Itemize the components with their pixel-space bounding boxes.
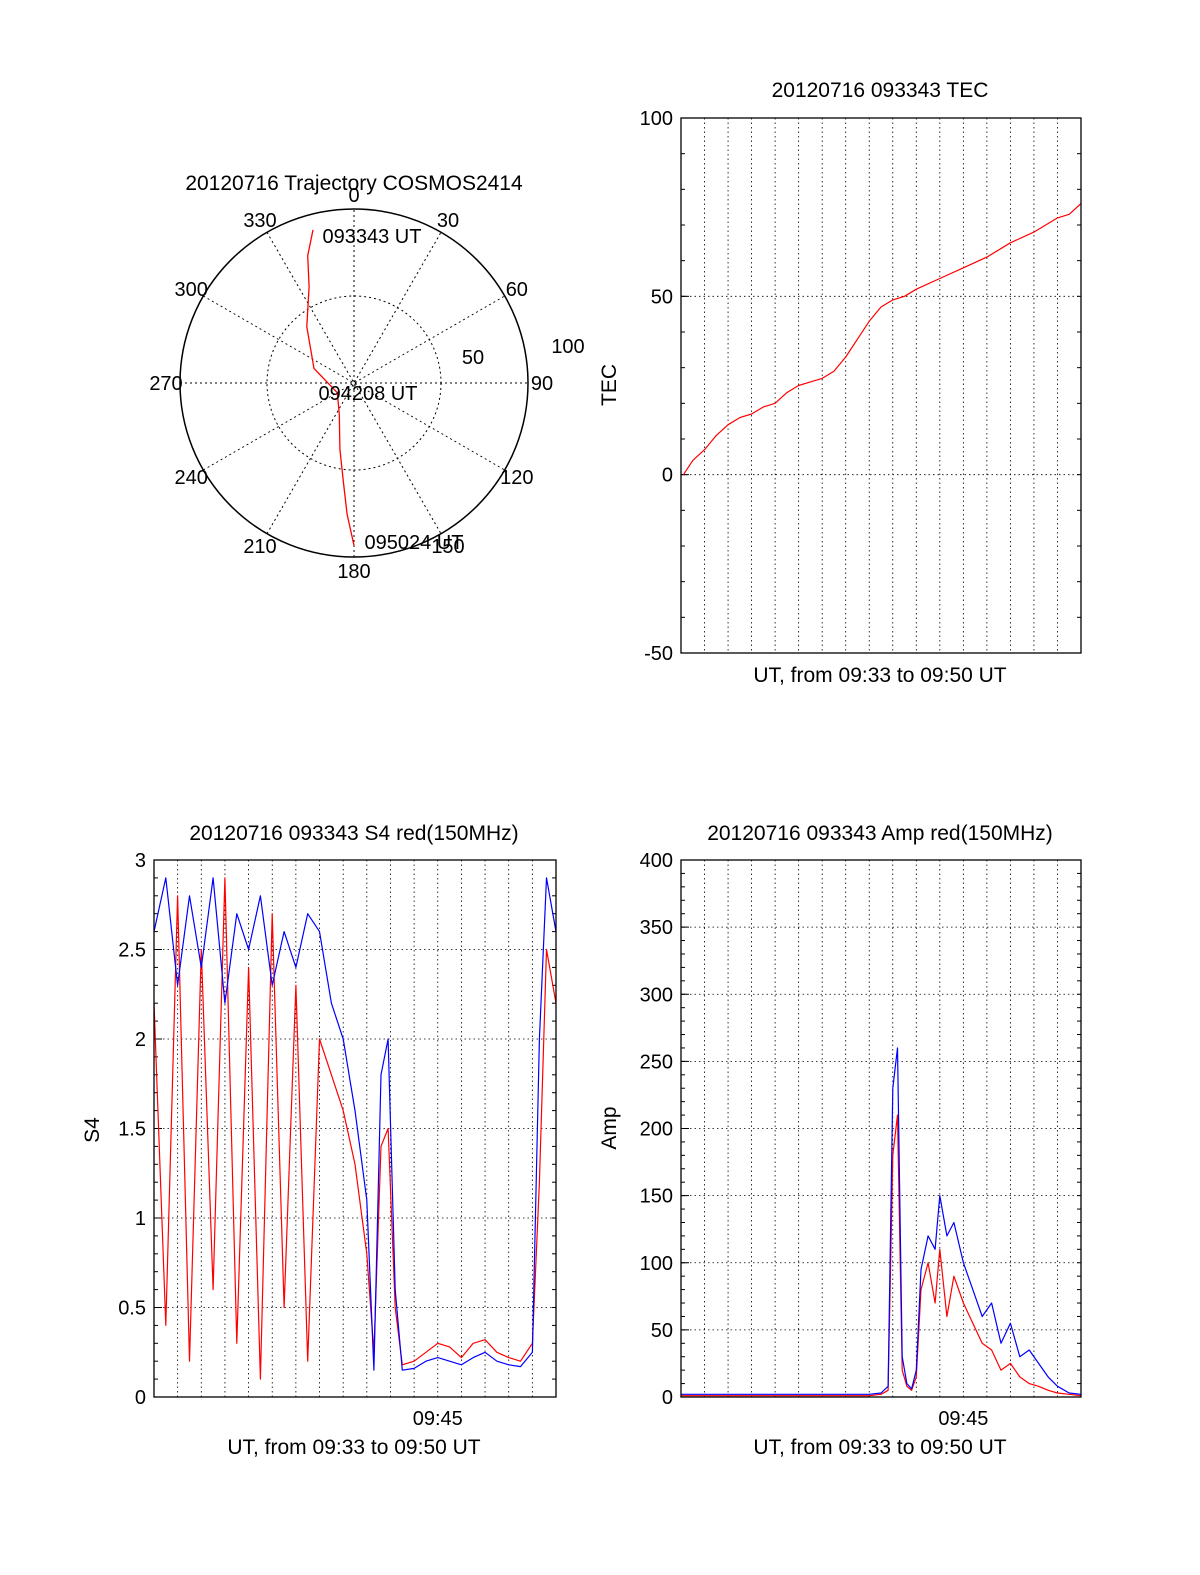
polar-spoke — [266, 232, 442, 534]
radial-label-100: 100 — [551, 336, 584, 358]
amp-ytick-label: 300 — [640, 984, 673, 1006]
amp-title: 20120716 093343 Amp red(150MHz) — [707, 822, 1053, 845]
amp-xtick-label: 09:45 — [938, 1408, 988, 1430]
azimuth-label-30: 30 — [437, 210, 459, 232]
s4-ytick-label: 1 — [135, 1208, 146, 1230]
amp-ytick-label: 150 — [640, 1186, 673, 1208]
s4-ytick-label: 3 — [135, 850, 146, 872]
s4-series-blue — [153, 877, 557, 1371]
tec-ytick-label: 0 — [662, 465, 673, 487]
polar-spoke — [203, 295, 505, 471]
s4-xtick-label: 09:45 — [413, 1408, 463, 1430]
amp-x-axis-label: UT, from 09:33 to 09:50 UT — [753, 1436, 1006, 1459]
s4-series-red — [153, 877, 557, 1380]
trajectory-start-time-label: 093343 UT — [323, 226, 422, 248]
azimuth-label-180: 180 — [337, 561, 370, 583]
tec-x-axis-label: UT, from 09:33 to 09:50 UT — [753, 664, 1006, 687]
azimuth-label-90: 90 — [531, 373, 553, 395]
radial-label-50: 50 — [462, 347, 484, 369]
amp-ytick-label: 100 — [640, 1253, 673, 1275]
azimuth-label-150: 150 — [431, 536, 464, 558]
polar-spoke — [266, 232, 442, 534]
polar-azimuth-labels: 0 30 60 90 120 150 180 210 240 270 300 330 50 100 — [149, 185, 584, 583]
tec-ytick-label: 50 — [651, 286, 673, 308]
s4-title: 20120716 093343 S4 red(150MHz) — [189, 822, 518, 845]
amp-frame — [680, 859, 1082, 1398]
tec-plot-area: -50 0 50 100 — [640, 108, 1082, 665]
azimuth-label-210: 210 — [243, 536, 276, 558]
tec-chart: 20120716 093343 TEC UT, from 09:33 to 09… — [598, 79, 1082, 687]
tec-ytick-label: 100 — [640, 108, 673, 130]
tec-frame — [680, 117, 1082, 654]
s4-y-axis-label: S4 — [81, 1117, 104, 1143]
amp-series-red — [681, 1114, 1082, 1397]
s4-chart: 20120716 093343 S4 red(150MHz) UT, from … — [81, 822, 557, 1459]
azimuth-label-60: 60 — [506, 279, 528, 301]
s4-ytick-label: 0.5 — [118, 1298, 146, 1320]
trajectory-mid-time-label: 094208 UT — [319, 383, 418, 405]
amp-ytick-label: 200 — [640, 1119, 673, 1141]
azimuth-label-270: 270 — [149, 373, 182, 395]
tec-ytick-label: -50 — [644, 643, 673, 665]
s4-x-axis-label: UT, from 09:33 to 09:50 UT — [227, 1436, 480, 1459]
amp-ytick-label: 350 — [640, 917, 673, 939]
amp-ytick-label: 400 — [640, 850, 673, 872]
amp-ytick-label: 50 — [651, 1320, 673, 1342]
tec-y-axis-label: TEC — [598, 364, 621, 406]
polar-track — [306, 229, 355, 546]
azimuth-label-120: 120 — [500, 467, 533, 489]
tec-title: 20120716 093343 TEC — [772, 79, 989, 102]
amp-ytick-label: 250 — [640, 1051, 673, 1073]
tec-series-0 — [682, 203, 1082, 476]
amp-chart: 20120716 093343 Amp red(150MHz) UT, from… — [598, 822, 1082, 1459]
s4-plot-area: 0 0.5 1 1.5 2 2.5 3 09:45 — [118, 850, 557, 1430]
azimuth-label-0: 0 — [348, 185, 359, 207]
azimuth-label-330: 330 — [243, 210, 276, 232]
amp-series-blue — [681, 1047, 1082, 1395]
amp-plot-area: 0 50 100 150 200 250 300 350 400 09:45 — [640, 850, 1082, 1430]
trajectory-line — [306, 229, 355, 546]
s4-ytick-label: 0 — [135, 1387, 146, 1409]
azimuth-label-300: 300 — [174, 279, 207, 301]
s4-ytick-label: 2 — [135, 1029, 146, 1051]
s4-frame — [153, 859, 557, 1398]
amp-ytick-label: 0 — [662, 1387, 673, 1409]
trajectory-end-time-label: 095024 UT — [365, 532, 464, 554]
azimuth-label-240: 240 — [174, 467, 207, 489]
s4-ytick-label: 2.5 — [118, 940, 146, 962]
polar-spoke — [203, 295, 505, 471]
polar-trajectory-chart: 20120716 Trajectory COSMOS2414 0 30 60 90 12… — [149, 172, 584, 583]
polar-title: 20120716 Trajectory COSMOS2414 — [185, 172, 523, 195]
polar-grid — [179, 208, 529, 558]
amp-y-axis-label: Amp — [598, 1106, 621, 1149]
s4-ytick-label: 1.5 — [118, 1119, 146, 1141]
